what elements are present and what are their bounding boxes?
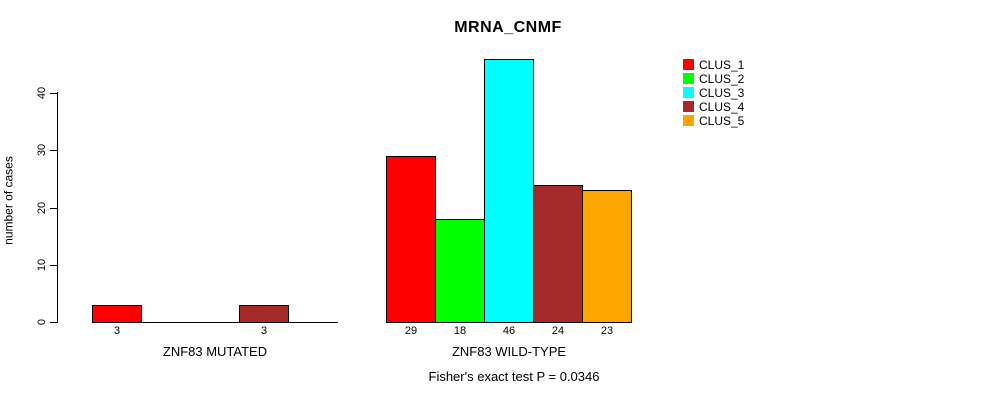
legend-item: CLUS_1 [683, 57, 745, 72]
legend: CLUS_1 CLUS_2 CLUS_3 CLUS_4 CLUS_5 [683, 59, 744, 129]
bar-value-label: 18 [453, 325, 467, 337]
legend-item: CLUS_2 [683, 71, 745, 86]
bar-value-label: 24 [551, 325, 565, 337]
group-baseline [92, 322, 338, 323]
y-axis-title: number of cases [1, 156, 16, 245]
bar-clus_5 [582, 190, 632, 323]
bar-value-label: 23 [600, 325, 614, 337]
bar-clus_3 [484, 59, 534, 323]
y-tick [50, 208, 57, 209]
y-tick-label: 10 [36, 258, 48, 272]
legend-swatch [683, 101, 694, 112]
y-axis-line [57, 92, 58, 323]
legend-label: CLUS_3 [699, 85, 745, 100]
y-tick [50, 93, 57, 94]
bar-value-label: 46 [502, 325, 516, 337]
y-tick [50, 322, 57, 323]
legend-label: CLUS_1 [699, 57, 745, 72]
bar-clus_2 [435, 219, 485, 323]
legend-item: CLUS_4 [683, 99, 745, 114]
bar-clus_4 [239, 305, 289, 323]
bar-value-label: 29 [404, 325, 418, 337]
y-tick [50, 265, 57, 266]
bar-clus_1 [386, 156, 436, 323]
group-label: ZNF83 WILD-TYPE [451, 344, 567, 359]
group-label: ZNF83 MUTATED [162, 344, 268, 359]
y-tick [50, 150, 57, 151]
legend-swatch [683, 115, 694, 126]
legend-item: CLUS_5 [683, 113, 745, 128]
legend-label: CLUS_2 [699, 71, 745, 86]
fisher-test-annotation: Fisher's exact test P = 0.0346 [428, 369, 600, 384]
y-tick-label: 20 [36, 201, 48, 215]
y-tick-label: 30 [36, 143, 48, 157]
legend-swatch [683, 59, 694, 70]
y-tick-label: 40 [36, 86, 48, 100]
chart-title: MRNA_CNMF [454, 19, 562, 36]
legend-label: CLUS_5 [699, 113, 745, 128]
legend-swatch [683, 73, 694, 84]
bar-value-label: 3 [260, 325, 268, 337]
bar-clus_1 [92, 305, 142, 323]
legend-item: CLUS_3 [683, 85, 745, 100]
legend-label: CLUS_4 [699, 99, 745, 114]
legend-swatch [683, 87, 694, 98]
y-tick-label: 0 [36, 318, 48, 326]
bar-value-label: 3 [113, 325, 121, 337]
bar-clus_4 [533, 185, 583, 323]
